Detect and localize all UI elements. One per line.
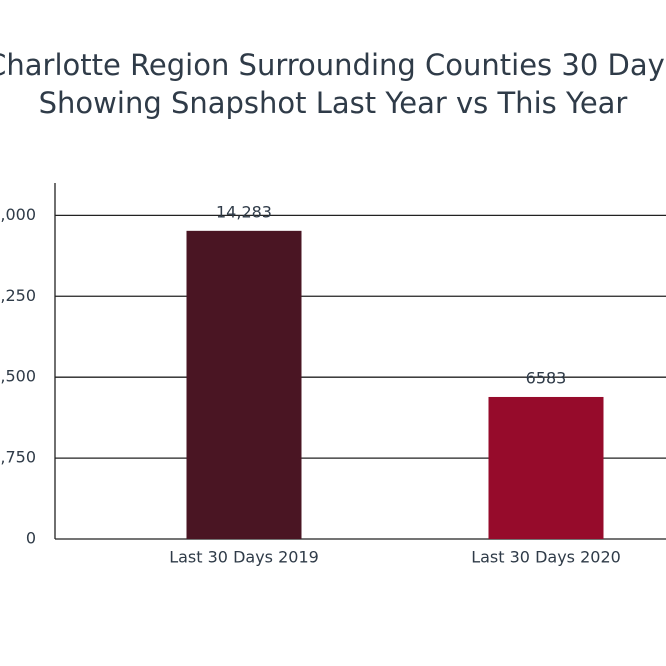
chart-title: Charlotte Region Surrounding Counties 30… <box>0 48 666 82</box>
bar <box>186 230 302 540</box>
y-tick-label: 3,750 <box>0 448 36 467</box>
x-tick-label: Last 30 Days 2019 <box>169 548 319 567</box>
x-tick-label: Last 30 Days 2020 <box>471 548 621 567</box>
y-tick-label: 0 <box>26 529 36 548</box>
data-label: 6583 <box>526 368 567 387</box>
y-tick-label: 11,250 <box>0 286 36 305</box>
chart-subtitle: Showing Snapshot Last Year vs This Year <box>39 86 628 120</box>
y-tick-label: 7,500 <box>0 367 36 386</box>
bar <box>488 396 604 539</box>
y-tick-label: 15,000 <box>0 205 36 224</box>
data-label: 14,283 <box>216 202 272 221</box>
